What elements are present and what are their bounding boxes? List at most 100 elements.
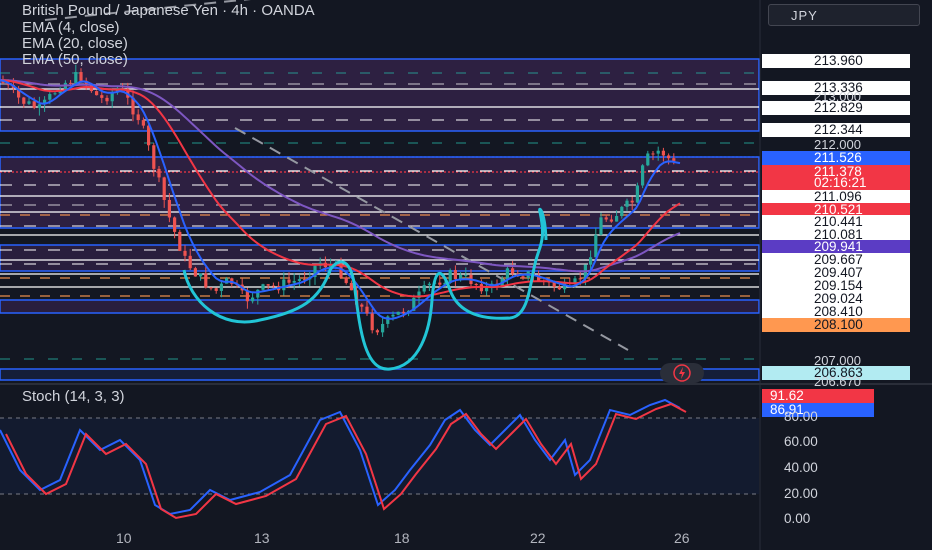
candle-body <box>63 82 67 91</box>
price-tag: 209.407 <box>762 266 910 280</box>
candle-body <box>303 279 307 281</box>
candle-body <box>17 88 21 98</box>
candle-body <box>630 200 634 203</box>
candle-body <box>396 311 400 315</box>
price-tag: 209.667 <box>762 253 910 267</box>
stoch-axis-label: 60.00 <box>784 434 818 449</box>
candle-body <box>620 206 624 216</box>
candle-body <box>672 158 676 161</box>
candle-body <box>48 94 52 100</box>
candle-body <box>521 276 525 278</box>
ema50-legend[interactable]: EMA (50, close) <box>22 51 128 68</box>
pattern-curve <box>182 207 548 371</box>
price-axis-label: 206.670 <box>814 374 861 389</box>
candle-body <box>365 306 369 314</box>
candle-body <box>105 97 109 102</box>
lightning-icon[interactable] <box>660 363 704 383</box>
candle-body <box>417 291 421 298</box>
zone-base <box>0 368 760 381</box>
price-tag: 208.410 <box>762 305 910 319</box>
candle-body <box>287 279 291 283</box>
candle-body <box>641 165 645 186</box>
time-axis-label: 10 <box>116 530 132 546</box>
candle-body <box>178 231 182 251</box>
candle-body <box>37 104 41 108</box>
candle-body <box>131 97 135 115</box>
candle-body <box>578 278 582 280</box>
stoch-legend[interactable]: Stoch (14, 3, 3) <box>22 388 125 405</box>
price-tag: 210.441 <box>762 215 910 229</box>
zone-bottom <box>0 299 760 314</box>
time-axis-label: 13 <box>254 530 270 546</box>
candle-body <box>552 282 556 287</box>
candle-body <box>422 285 426 292</box>
candle-body <box>474 283 478 285</box>
candle-body <box>251 297 255 302</box>
price-tag: 211.096 <box>762 190 910 204</box>
stoch-k-line <box>0 398 681 516</box>
candle-body <box>245 290 249 302</box>
price-axis-label: 212.000 <box>814 137 861 152</box>
price-tag: 213.336 <box>762 81 910 95</box>
candle-body <box>443 282 447 285</box>
price-tag: 212.829 <box>762 101 910 115</box>
candle-body <box>609 219 613 222</box>
zone-mid <box>0 156 760 229</box>
candle-body <box>667 155 671 159</box>
chart-title: British Pound / Japanese Yen · 4h · OAND… <box>22 2 315 19</box>
price-tag: 209.154 <box>762 279 910 293</box>
candle-body <box>188 255 192 269</box>
candle-body <box>147 125 151 146</box>
candle-body <box>313 265 317 278</box>
candle-body <box>141 120 145 126</box>
candle-body <box>32 101 36 108</box>
price-axis-label: 207.000 <box>814 353 861 368</box>
currency-button[interactable]: JPY <box>768 4 920 26</box>
candle-body <box>537 274 541 281</box>
candle-body <box>485 286 489 292</box>
stoch-k-tag: 91.62 <box>762 389 874 403</box>
candle-body <box>115 88 119 93</box>
trendline <box>234 127 629 351</box>
candle-body <box>69 82 73 84</box>
candle-body <box>136 114 140 121</box>
candle-body <box>381 323 385 333</box>
candle-body <box>412 297 416 311</box>
candle-body <box>43 99 47 105</box>
ema-lines <box>0 79 681 320</box>
candle-body <box>214 288 218 291</box>
candle-body <box>167 199 171 218</box>
candle-body <box>53 93 57 95</box>
candle-body <box>391 314 395 317</box>
candle-body <box>511 268 515 274</box>
candle-body <box>505 268 509 280</box>
candle-body <box>199 273 203 277</box>
candle-body <box>625 200 629 207</box>
price-tag: 206.863 <box>762 366 910 380</box>
candle-body <box>448 270 452 283</box>
price-tag: 211.378 <box>762 165 910 179</box>
level-lines <box>0 72 759 360</box>
ema4-legend[interactable]: EMA (4, close) <box>22 19 120 36</box>
candle-body <box>661 150 665 156</box>
ema20-legend[interactable]: EMA (20, close) <box>22 35 128 52</box>
stoch-axis-label: 40.00 <box>784 460 818 475</box>
price-axis-label: 213.000 <box>814 89 861 104</box>
candle-body <box>110 92 114 102</box>
time-axis-label: 18 <box>394 530 410 546</box>
candle-body <box>204 273 208 288</box>
candle-body <box>438 282 442 285</box>
zone-low <box>0 244 760 272</box>
price-tag: 213.960 <box>762 54 910 68</box>
candle-body <box>573 278 577 284</box>
stoch-axis-label: 20.00 <box>784 486 818 501</box>
candle-body <box>261 284 265 290</box>
candle-body <box>339 262 343 278</box>
price-tag: 209.024 <box>762 292 910 306</box>
candle-body <box>635 185 639 203</box>
candle-body <box>95 91 99 96</box>
candle-body <box>74 72 78 83</box>
candle-body <box>27 101 31 104</box>
candle-body <box>599 217 603 235</box>
